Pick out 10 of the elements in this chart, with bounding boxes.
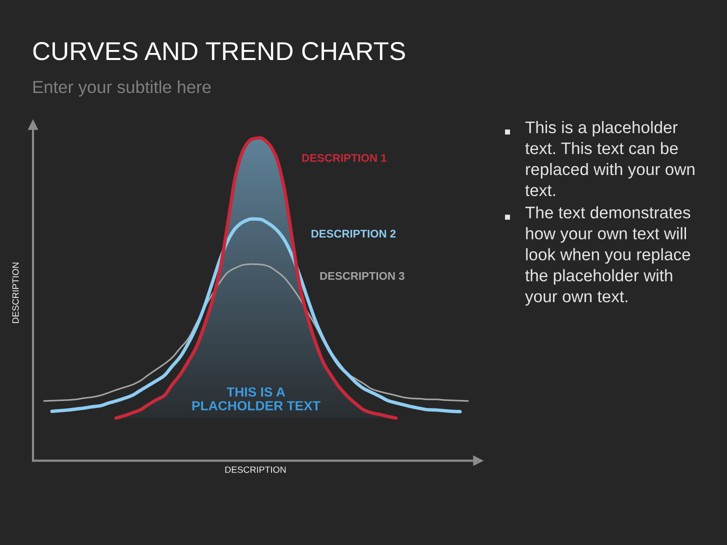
y-axis-title: DESCRIPTION xyxy=(12,262,19,323)
chart-subtitle: Enter your subtitle here xyxy=(33,80,211,97)
x-axis-title: DESCRIPTION xyxy=(225,466,286,473)
text: This is a placeholder text. This text can be replaced with your own text. xyxy=(525,121,694,196)
annotation: THIS IS A PLACHOLDER TEXT xyxy=(192,387,320,410)
text: DESCRIPTION 3 xyxy=(320,272,404,280)
text: DESCRIPTION 1 xyxy=(302,154,386,162)
text: The text demonstrates how your own text will look when you replace the placeholder with your own text. xyxy=(525,206,690,306)
chart-title: CURVES AND TREND CHARTS xyxy=(33,42,405,60)
text: DESCRIPTION 2 xyxy=(312,230,396,238)
